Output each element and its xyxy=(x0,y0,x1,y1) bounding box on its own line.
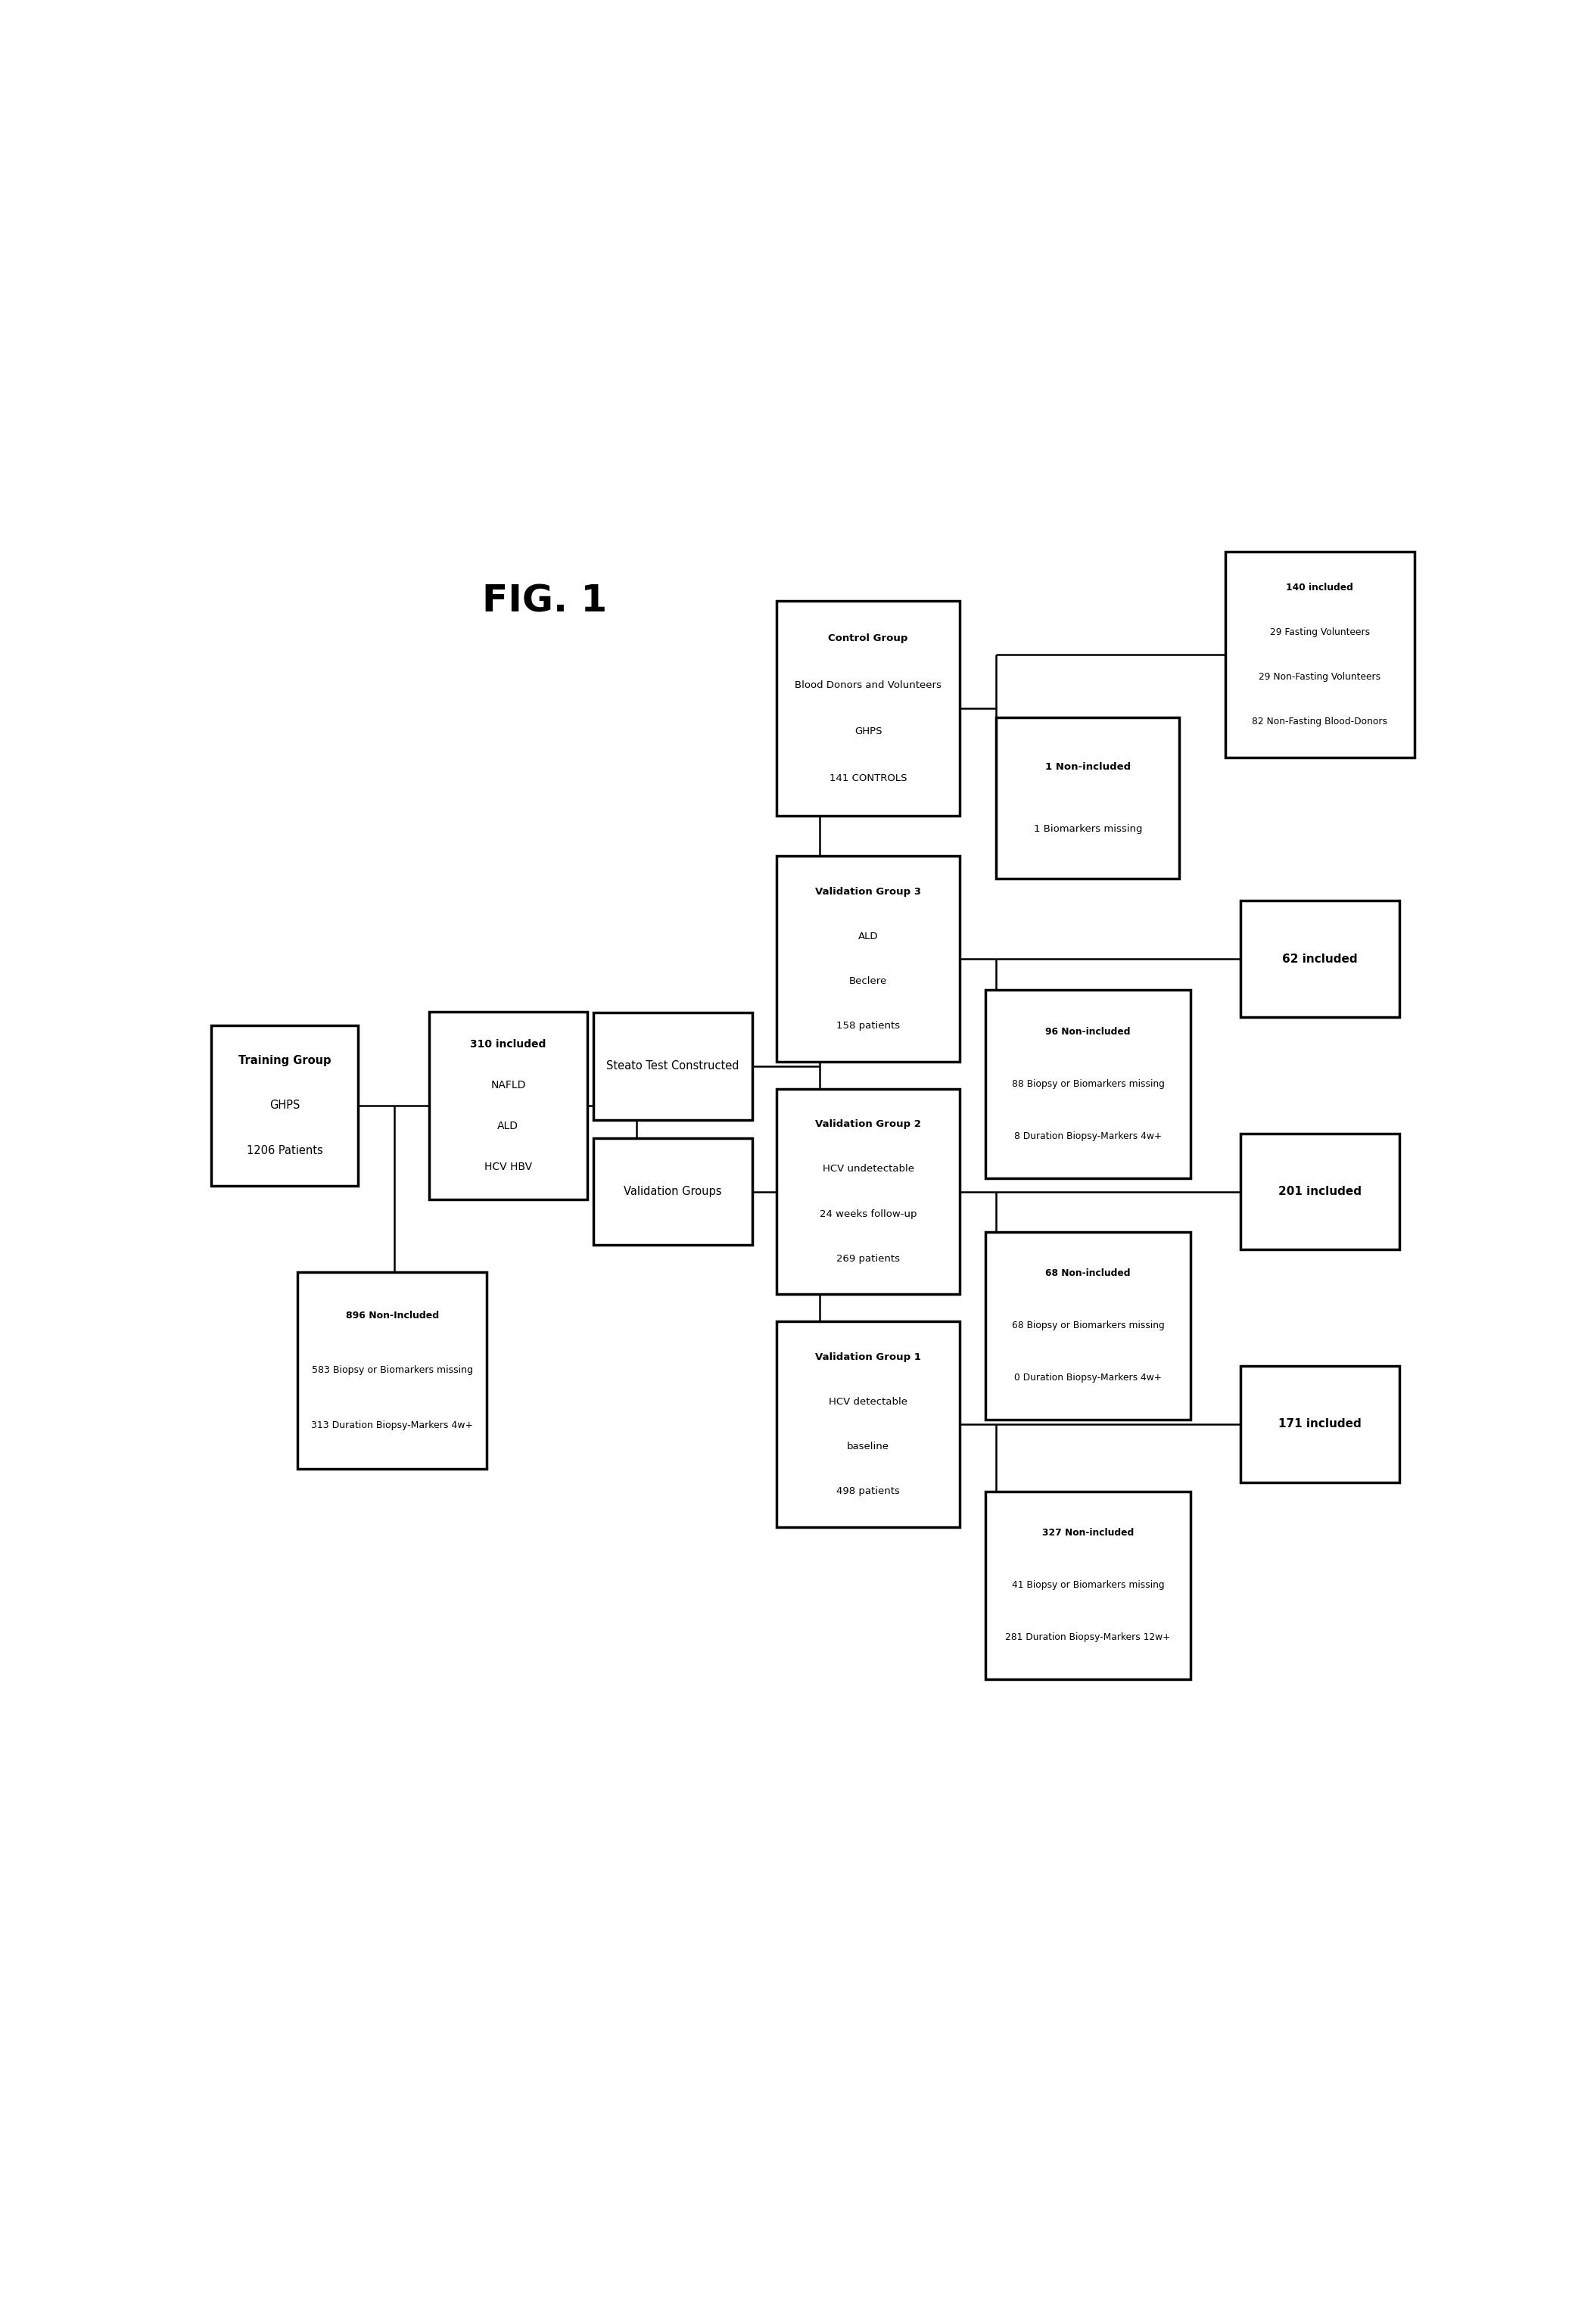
Text: 8 Duration Biopsy-Markers 4w+: 8 Duration Biopsy-Markers 4w+ xyxy=(1014,1132,1162,1141)
FancyBboxPatch shape xyxy=(1225,551,1414,758)
Text: Blood Donors and Volunteers: Blood Donors and Volunteers xyxy=(795,681,942,690)
FancyBboxPatch shape xyxy=(594,1139,753,1246)
Text: HCV undetectable: HCV undetectable xyxy=(822,1164,914,1174)
FancyBboxPatch shape xyxy=(986,1492,1191,1680)
Text: 140 included: 140 included xyxy=(1287,583,1353,593)
Text: 29 Fasting Volunteers: 29 Fasting Volunteers xyxy=(1269,627,1370,637)
Text: Steato Test Constructed: Steato Test Constructed xyxy=(606,1060,739,1071)
FancyBboxPatch shape xyxy=(298,1271,487,1469)
Text: 158 patients: 158 patients xyxy=(836,1020,899,1032)
FancyBboxPatch shape xyxy=(211,1025,358,1185)
Text: Control Group: Control Group xyxy=(828,634,909,644)
Text: Beclere: Beclere xyxy=(849,976,887,985)
Text: HCV HBV: HCV HBV xyxy=(484,1162,532,1171)
Text: HCV detectable: HCV detectable xyxy=(828,1397,907,1406)
Text: 171 included: 171 included xyxy=(1279,1418,1361,1429)
Text: 68 Biopsy or Biomarkers missing: 68 Biopsy or Biomarkers missing xyxy=(1011,1320,1164,1332)
FancyBboxPatch shape xyxy=(1241,1367,1399,1483)
Text: 96 Non-included: 96 Non-included xyxy=(1046,1027,1131,1037)
FancyBboxPatch shape xyxy=(776,855,959,1062)
FancyBboxPatch shape xyxy=(776,1088,959,1294)
Text: 310 included: 310 included xyxy=(471,1039,547,1050)
Text: 29 Non-Fasting Volunteers: 29 Non-Fasting Volunteers xyxy=(1258,672,1381,681)
FancyBboxPatch shape xyxy=(986,990,1191,1178)
Text: 1 Non-included: 1 Non-included xyxy=(1046,762,1131,772)
Text: 88 Biopsy or Biomarkers missing: 88 Biopsy or Biomarkers missing xyxy=(1011,1078,1164,1090)
Text: NAFLD: NAFLD xyxy=(490,1081,526,1090)
Text: 313 Duration Biopsy-Markers 4w+: 313 Duration Biopsy-Markers 4w+ xyxy=(312,1420,472,1429)
Text: 24 weeks follow-up: 24 weeks follow-up xyxy=(819,1208,917,1218)
Text: 141 CONTROLS: 141 CONTROLS xyxy=(830,774,907,783)
FancyBboxPatch shape xyxy=(776,1322,959,1527)
Text: 41 Biopsy or Biomarkers missing: 41 Biopsy or Biomarkers missing xyxy=(1011,1580,1164,1590)
FancyBboxPatch shape xyxy=(997,718,1180,878)
Text: 498 patients: 498 patients xyxy=(836,1487,899,1497)
Text: 68 Non-included: 68 Non-included xyxy=(1046,1269,1131,1278)
Text: baseline: baseline xyxy=(847,1441,890,1452)
Text: 1206 Patients: 1206 Patients xyxy=(247,1146,323,1155)
Text: Validation Group 2: Validation Group 2 xyxy=(816,1120,921,1129)
FancyBboxPatch shape xyxy=(776,602,959,816)
FancyBboxPatch shape xyxy=(428,1011,587,1199)
Text: 82 Non-Fasting Blood-Donors: 82 Non-Fasting Blood-Donors xyxy=(1252,716,1388,727)
Text: 281 Duration Biopsy-Markers 12w+: 281 Duration Biopsy-Markers 12w+ xyxy=(1005,1631,1170,1643)
Text: 201 included: 201 included xyxy=(1279,1185,1361,1197)
Text: ALD: ALD xyxy=(498,1120,518,1132)
FancyBboxPatch shape xyxy=(594,1013,753,1120)
Text: 327 Non-included: 327 Non-included xyxy=(1043,1529,1134,1538)
FancyBboxPatch shape xyxy=(1241,902,1399,1018)
FancyBboxPatch shape xyxy=(1241,1134,1399,1250)
FancyBboxPatch shape xyxy=(986,1232,1191,1420)
Text: Training Group: Training Group xyxy=(238,1055,331,1067)
Text: Validation Group 1: Validation Group 1 xyxy=(816,1353,921,1362)
Text: GHPS: GHPS xyxy=(854,727,882,737)
Text: FIG. 1: FIG. 1 xyxy=(482,583,608,618)
Text: Validation Group 3: Validation Group 3 xyxy=(816,888,921,897)
Text: 896 Non-Included: 896 Non-Included xyxy=(345,1311,439,1320)
Text: 62 included: 62 included xyxy=(1282,953,1358,964)
Text: 0 Duration Biopsy-Markers 4w+: 0 Duration Biopsy-Markers 4w+ xyxy=(1014,1373,1162,1383)
Text: Validation Groups: Validation Groups xyxy=(624,1185,721,1197)
Text: 269 patients: 269 patients xyxy=(836,1253,899,1264)
Text: GHPS: GHPS xyxy=(269,1099,301,1111)
Text: 583 Biopsy or Biomarkers missing: 583 Biopsy or Biomarkers missing xyxy=(312,1367,472,1376)
Text: 1 Biomarkers missing: 1 Biomarkers missing xyxy=(1033,825,1142,834)
Text: ALD: ALD xyxy=(858,932,879,941)
